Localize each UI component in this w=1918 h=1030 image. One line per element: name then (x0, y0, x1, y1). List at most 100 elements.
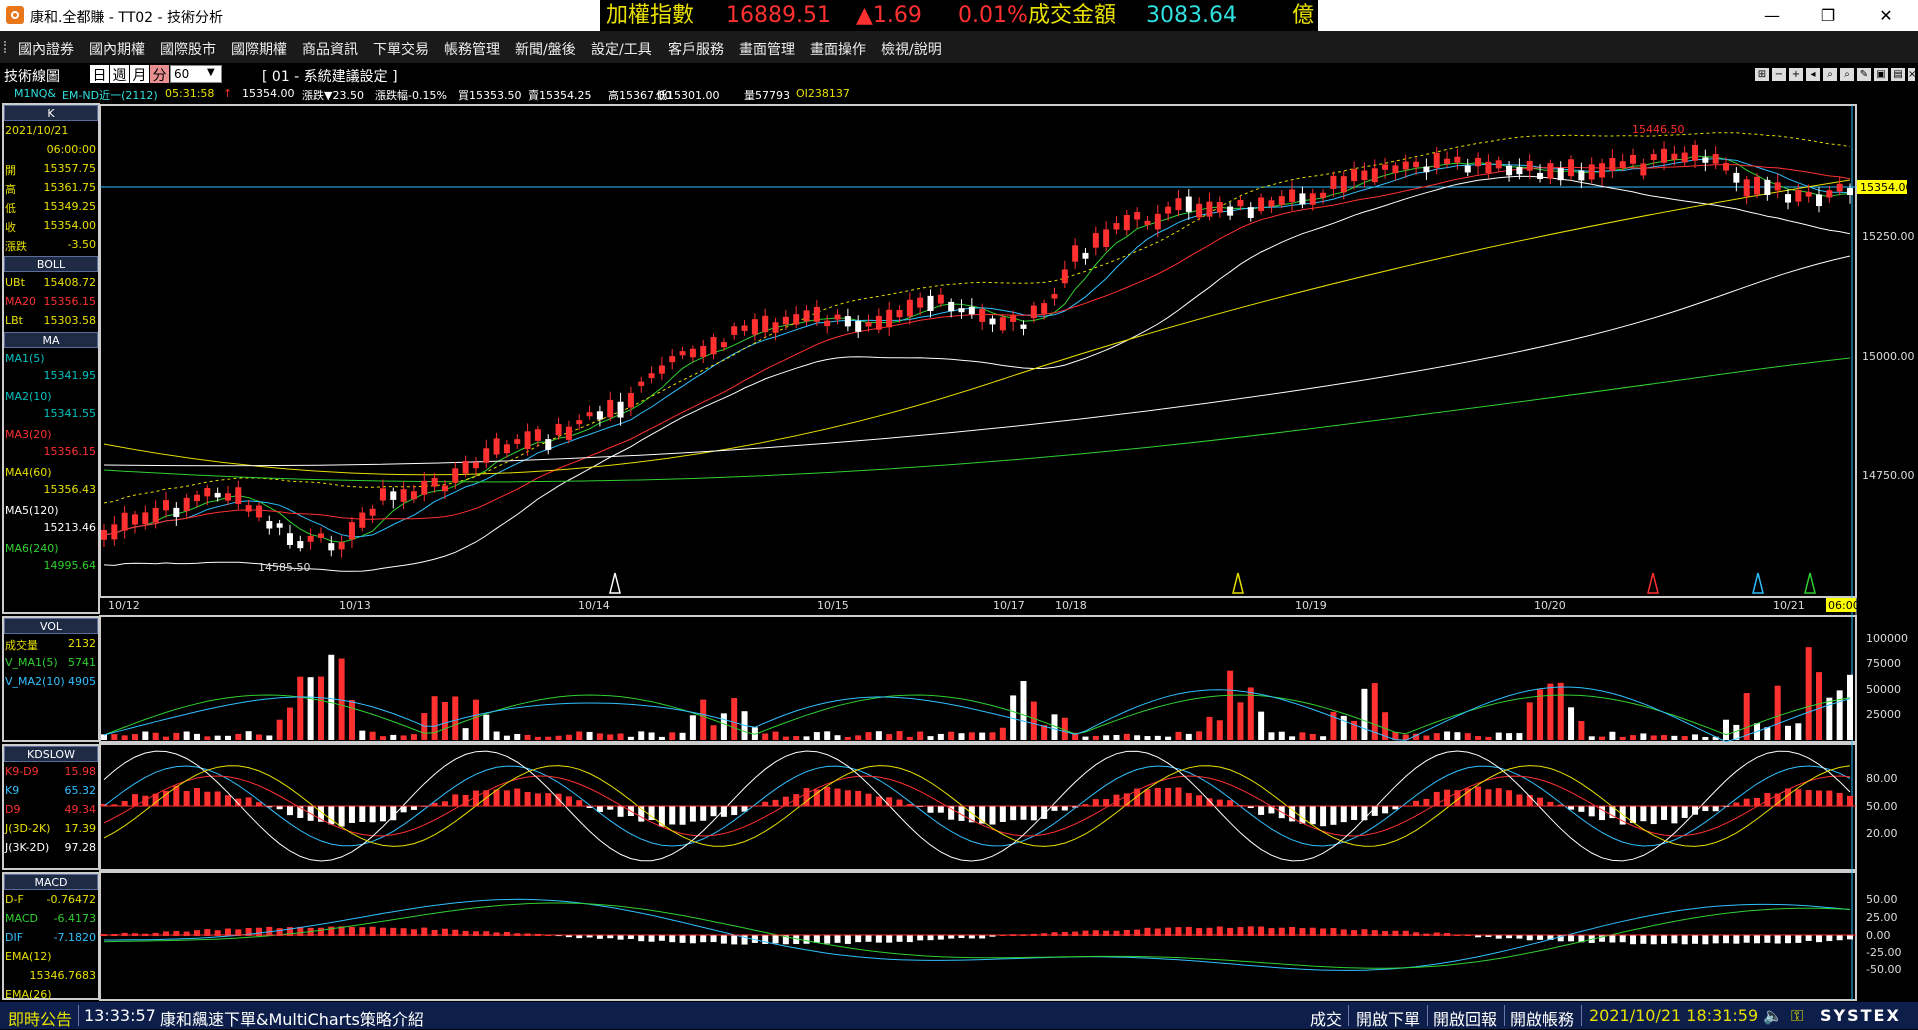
volume-bar (349, 700, 355, 740)
macd-histogram-bar (690, 935, 696, 943)
candle-body (824, 321, 830, 326)
candle-body (514, 439, 520, 444)
macd-histogram-bar (1764, 935, 1770, 943)
open-order-button[interactable]: 開啟下單 (1356, 1006, 1420, 1030)
kd-histogram-bar (452, 794, 458, 806)
candle-body (1795, 190, 1801, 202)
volume-bar (1496, 733, 1502, 740)
candle-body (1496, 160, 1502, 168)
volume-bar (866, 732, 872, 740)
kd-histogram-bar (762, 802, 768, 806)
candle-body (845, 316, 851, 326)
macd-histogram-bar (731, 935, 737, 944)
macd-histogram-bar (1702, 935, 1708, 944)
candle-body (1547, 163, 1553, 179)
volume-bar (1103, 735, 1109, 740)
macd-histogram-bar (1630, 935, 1636, 944)
candle-body (122, 513, 128, 531)
volume-bar (1206, 717, 1212, 740)
open-account-button[interactable]: 開啟帳務 (1510, 1006, 1574, 1030)
kd-histogram-bar (1020, 806, 1026, 820)
volume-bar (194, 734, 200, 740)
ma5-line (104, 156, 1850, 542)
kd-histogram-bar (1258, 806, 1264, 815)
candle-body (1578, 171, 1584, 181)
macd-histogram-bar (948, 935, 954, 939)
status-bar: 即時公告 13:33:57 康和飆速下單&MultiCharts策略介紹 成交 … (0, 1002, 1918, 1029)
status-trade-button[interactable]: 成交 (1310, 1006, 1342, 1030)
candle-body (111, 524, 117, 539)
kd-histogram-bar (1165, 788, 1171, 806)
volume-bar (483, 715, 489, 740)
lock-icon[interactable]: ⚿ (1791, 1006, 1803, 1026)
volume-bar (1816, 672, 1822, 740)
volume-bar (1361, 689, 1367, 740)
macd-histogram-bar (886, 935, 892, 943)
candle-body (1237, 200, 1243, 206)
kd-histogram-bar (1485, 789, 1491, 806)
kd-histogram-bar (824, 787, 830, 806)
vol-axis-label-4: 25000 (1866, 708, 1901, 721)
announcement-time: 13:33:57 (84, 1006, 156, 1025)
kd-histogram-bar (1413, 801, 1419, 806)
volume-bar (184, 732, 190, 740)
kd-histogram-bar (669, 806, 675, 824)
kd-histogram-bar (1051, 806, 1057, 811)
kd-histogram-bar (835, 789, 841, 806)
candle-body (618, 402, 624, 418)
date-label-1018: 10/18 (1055, 599, 1087, 612)
macd-histogram-bar (1713, 935, 1719, 943)
volume-bar (204, 736, 210, 740)
kd-histogram-bar (1103, 799, 1109, 806)
volume-bar (1558, 683, 1564, 740)
kd-histogram-bar (607, 806, 613, 810)
candle-body (194, 495, 200, 501)
candle-body (184, 498, 190, 511)
announcement-label[interactable]: 即時公告 (8, 1006, 72, 1030)
high-annotation: 15446.50 (1632, 123, 1685, 136)
status-divider (1581, 1005, 1582, 1026)
date-label-1013: 10/13 (339, 599, 371, 612)
candle-body (1268, 200, 1274, 206)
kd-histogram-bar (204, 792, 210, 806)
macd-histogram-bar (855, 935, 861, 942)
date-label-1021: 10/21 (1773, 599, 1805, 612)
candle-body (1754, 177, 1760, 195)
volume-bar (1578, 721, 1584, 740)
volume-bar (845, 737, 851, 740)
candle-body (1640, 163, 1646, 175)
volume-bar (1764, 727, 1770, 740)
volume-bar (969, 732, 975, 740)
candle-body (494, 438, 500, 454)
macd-histogram-bar (680, 935, 686, 943)
status-divider (1427, 1005, 1428, 1026)
candle-body (442, 486, 448, 492)
volume-bar (1186, 734, 1192, 740)
volume-bar (370, 732, 376, 740)
kd-histogram-bar (897, 800, 903, 806)
macd-histogram-bar (938, 935, 944, 940)
open-report-button[interactable]: 開啟回報 (1433, 1006, 1497, 1030)
macd-histogram-bar (1754, 935, 1760, 943)
macd-histogram-bar (1661, 935, 1667, 944)
macd-axis-label-5: -50.00 (1866, 963, 1901, 976)
announcement-message[interactable]: 康和飆速下單&MultiCharts策略介紹 (160, 1006, 424, 1030)
candle-body (535, 429, 541, 441)
volume-bar (297, 677, 303, 740)
kd-histogram-bar (225, 795, 231, 806)
candle-body (1589, 164, 1595, 179)
candle-body (132, 514, 138, 524)
kd-histogram-bar (1227, 800, 1233, 806)
kd-histogram-bar (886, 797, 892, 806)
volume-bar (731, 698, 737, 740)
kd-histogram-bar (1031, 806, 1037, 820)
volume-icon[interactable]: 🔈 (1763, 1006, 1783, 1025)
candle-body (411, 491, 417, 499)
chart-canvas[interactable]: 15354.00 15250.00 15000.00 14750.00 1544… (0, 0, 1918, 1002)
kd-histogram-bar (1217, 800, 1223, 806)
candle-body (628, 393, 634, 408)
candle-body (256, 505, 262, 517)
candle-body (101, 530, 107, 540)
macd-histogram-bar (122, 933, 128, 936)
volume-bar (401, 735, 407, 740)
